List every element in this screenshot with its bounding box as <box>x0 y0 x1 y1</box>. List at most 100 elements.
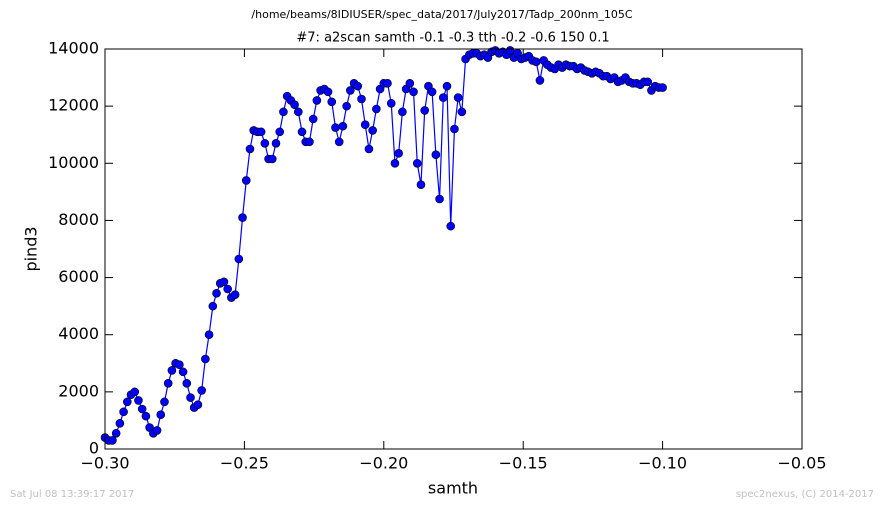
data-point <box>453 93 463 102</box>
data-point <box>245 144 255 154</box>
x-tick-label: −0.15 <box>499 454 548 473</box>
data-point <box>312 96 322 105</box>
data-point <box>531 57 541 67</box>
y-tick-label: 2000 <box>58 381 99 400</box>
data-point <box>450 124 459 134</box>
data-point <box>431 150 441 160</box>
data-point <box>152 426 162 435</box>
data-point <box>186 393 195 402</box>
y-tick-label: 0 <box>89 439 99 458</box>
data-point <box>130 387 140 397</box>
data-point <box>364 144 374 154</box>
data-point <box>360 120 370 130</box>
data-point <box>334 137 344 147</box>
data-point <box>290 100 299 110</box>
data-point <box>141 411 151 421</box>
data-point <box>115 418 125 428</box>
y-tick-label: 4000 <box>58 324 99 343</box>
data-point <box>409 87 418 97</box>
data-point <box>398 107 407 117</box>
data-point <box>323 87 333 97</box>
data-point <box>305 137 314 147</box>
data-point <box>342 101 351 111</box>
x-tick-label: −0.10 <box>638 454 687 473</box>
data-point <box>643 77 653 87</box>
data-point <box>293 107 303 117</box>
data-point <box>260 138 270 148</box>
data-point <box>119 407 128 417</box>
data-point <box>267 154 277 164</box>
data-point <box>167 366 177 375</box>
data-point <box>230 290 240 300</box>
suptitle: /home/beams/8IDIUSER/spec_data/2017/July… <box>251 8 633 21</box>
data-point <box>405 78 415 88</box>
data-point <box>353 81 363 91</box>
x-tick-label: −0.05 <box>777 454 826 473</box>
y-axis-label: pind3 <box>22 226 41 271</box>
y-tick-label: 8000 <box>58 210 99 229</box>
data-point <box>175 360 184 370</box>
data-point <box>438 93 448 102</box>
data-point <box>234 254 244 264</box>
data-point <box>182 378 192 388</box>
data-point <box>204 330 214 340</box>
data-point <box>256 127 266 137</box>
data-point <box>241 176 251 185</box>
footer-right: spec2nexus, (C) 2014-2017 <box>736 489 874 500</box>
data-point <box>394 148 403 158</box>
plot-frame <box>104 48 803 450</box>
data-point <box>223 284 232 294</box>
data-point <box>156 410 166 420</box>
data-point <box>137 404 147 414</box>
data-point <box>197 386 206 395</box>
data-point <box>201 354 210 364</box>
data-point <box>163 378 173 388</box>
data-point <box>331 123 340 132</box>
data-point <box>111 428 121 438</box>
data-point <box>505 46 515 55</box>
data-point <box>412 158 422 168</box>
data-point <box>535 76 545 85</box>
y-tick-label: 6000 <box>58 267 99 286</box>
data-point <box>372 104 381 114</box>
y-tick-label: 12000 <box>48 96 99 115</box>
footer-left: Sat Jul 08 13:39:17 2017 <box>10 489 134 500</box>
data-point <box>178 367 188 377</box>
data-point <box>427 87 437 97</box>
x-axis-label: samth <box>428 479 478 498</box>
data-point <box>446 221 456 231</box>
data-point <box>108 436 117 445</box>
data-point <box>368 126 377 135</box>
data-point <box>416 180 426 190</box>
y-tick-label: 14000 <box>48 39 99 58</box>
data-point <box>308 114 318 124</box>
data-point <box>338 121 348 131</box>
data-point <box>658 83 667 92</box>
chart-title: #7: a2scan samth -0.1 -0.3 tth -0.2 -0.6… <box>296 31 609 46</box>
y-tick-label: 10000 <box>48 153 99 172</box>
data-point <box>275 127 285 137</box>
data-point <box>134 396 143 405</box>
data-point <box>435 194 444 204</box>
data-point <box>390 158 400 168</box>
data-point <box>457 107 467 117</box>
data-point <box>271 138 281 148</box>
data-point <box>238 213 247 222</box>
x-tick-label: −0.25 <box>220 454 269 473</box>
data-point <box>383 78 392 88</box>
x-tick-label: −0.20 <box>359 454 408 473</box>
data-point <box>123 397 132 407</box>
data-point <box>219 277 229 287</box>
data-point <box>279 107 288 117</box>
x-tick-label: −0.30 <box>80 454 129 473</box>
data-point <box>386 98 396 108</box>
data-point <box>420 106 429 115</box>
data-point <box>327 97 337 107</box>
data-point <box>297 127 307 137</box>
data-point <box>208 301 218 311</box>
data-point <box>346 86 355 95</box>
data-point <box>442 81 452 91</box>
data-point <box>160 397 169 407</box>
